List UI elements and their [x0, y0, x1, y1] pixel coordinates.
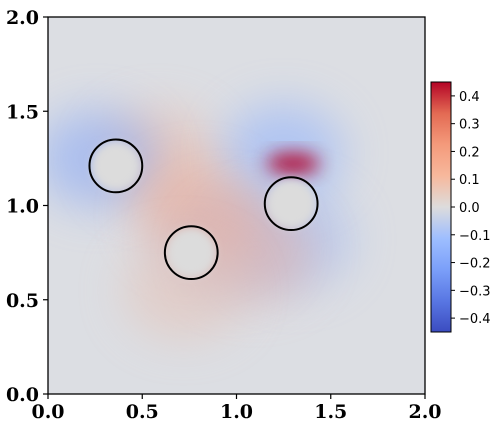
- y-tick-label-4: 2.0: [6, 7, 39, 29]
- y-tick-label-1: 0.5: [6, 290, 39, 312]
- x-tick-label-1: 0.5: [126, 401, 159, 423]
- y-tick-label-2: 1.0: [6, 196, 39, 218]
- x-tick-label-2: 1.0: [220, 401, 253, 423]
- circle-outline-2: [263, 176, 319, 232]
- colorbar-tick-label-1: 0.3: [459, 118, 480, 133]
- colorbar-tick-label-0: 0.4: [459, 90, 480, 105]
- colorbar-tick-label-6: −0.2: [459, 257, 491, 272]
- y-tick-label-0: 0.0: [6, 384, 39, 406]
- colorbar-tick-label-3: 0.1: [459, 173, 480, 188]
- colorbar-tick-label-7: −0.3: [459, 284, 491, 299]
- colorbar-tick-label-8: −0.4: [459, 312, 491, 327]
- x-tick-label-4: 2.0: [408, 401, 441, 423]
- heatmap-field: [48, 17, 425, 394]
- circle-outline-0: [88, 138, 144, 194]
- colorbar-gradient: [431, 82, 451, 332]
- field-feature-1: [223, 103, 344, 202]
- y-tick-label-3: 1.5: [6, 101, 39, 123]
- colorbar-tick-label-4: 0.0: [459, 201, 480, 216]
- colorbar-tick-label-5: −0.1: [459, 229, 491, 244]
- x-tick-label-3: 1.5: [314, 401, 347, 423]
- x-tick-label-0: 0.0: [31, 401, 64, 423]
- circle-interior-0: [91, 141, 141, 191]
- x-axis: 0.0 0.5 1.0 1.5 2.0: [31, 394, 442, 423]
- colorbar-tick-label-2: 0.2: [459, 145, 480, 160]
- y-axis: 0.0 0.5 1.0 1.5 2.0: [6, 7, 48, 406]
- circle-outline-1: [163, 225, 219, 281]
- circle-interior-1: [166, 228, 216, 277]
- circle-group: [88, 138, 319, 281]
- colorbar: 0.4 0.3 0.2 0.1 0.0 −0.1 −0.2 −0.3 −0.4: [430, 81, 491, 333]
- circle-interior-2: [266, 179, 316, 228]
- field-feature-2: [266, 152, 320, 176]
